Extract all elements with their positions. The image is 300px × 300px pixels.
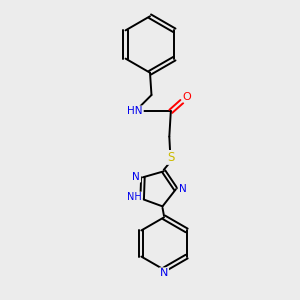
Text: N: N	[178, 184, 186, 194]
Text: HN: HN	[128, 106, 143, 116]
Text: S: S	[167, 151, 175, 164]
Text: N: N	[133, 172, 140, 182]
Text: O: O	[183, 92, 191, 101]
Text: N: N	[160, 268, 168, 278]
Text: NH: NH	[127, 193, 142, 202]
